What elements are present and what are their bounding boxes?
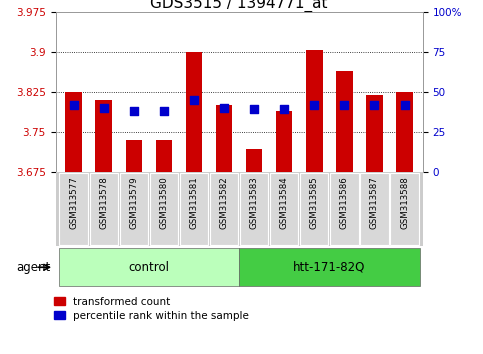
Text: GSM313580: GSM313580 [159,176,169,229]
Text: GSM313583: GSM313583 [250,176,258,229]
Bar [239,248,420,286]
Text: control: control [128,261,170,274]
Point [70,103,77,108]
Text: GSM313588: GSM313588 [400,176,409,229]
Bar [336,71,353,172]
Bar [300,173,328,245]
Point [250,106,258,112]
Bar [150,173,178,245]
Bar [216,105,232,172]
Bar [246,149,262,172]
Bar [180,173,208,245]
Bar [396,92,413,172]
Text: GSM313582: GSM313582 [220,176,228,229]
Bar [366,95,383,172]
Point [311,103,318,108]
Bar [156,140,172,172]
Bar [58,248,239,286]
Point [160,108,168,114]
Bar [360,173,389,245]
Text: GSM313587: GSM313587 [370,176,379,229]
Text: GSM313586: GSM313586 [340,176,349,229]
Title: GDS3515 / 1394771_at: GDS3515 / 1394771_at [150,0,328,12]
Text: GSM313577: GSM313577 [69,176,78,229]
Bar [276,111,293,172]
Text: GSM313578: GSM313578 [99,176,108,229]
Point [220,105,228,111]
Bar [210,173,238,245]
Bar [185,52,202,172]
Text: GSM313579: GSM313579 [129,176,138,229]
Legend: transformed count, percentile rank within the sample: transformed count, percentile rank withi… [51,294,252,324]
Point [280,106,288,112]
Bar [270,173,298,245]
Bar [240,173,268,245]
Text: GSM313585: GSM313585 [310,176,319,229]
Text: GSM313581: GSM313581 [189,176,199,229]
Bar [59,173,88,245]
Point [370,103,378,108]
Text: agent: agent [16,261,51,274]
Bar [390,173,419,245]
Bar [120,173,148,245]
Bar [126,140,142,172]
Text: GSM313584: GSM313584 [280,176,289,229]
Bar [330,173,358,245]
Bar [96,100,112,172]
Point [130,108,138,114]
Point [100,105,108,111]
Point [190,97,198,103]
Point [401,103,409,108]
Bar [65,92,82,172]
Bar [306,50,323,172]
Text: htt-171-82Q: htt-171-82Q [293,261,366,274]
Bar [89,173,118,245]
Point [341,103,348,108]
